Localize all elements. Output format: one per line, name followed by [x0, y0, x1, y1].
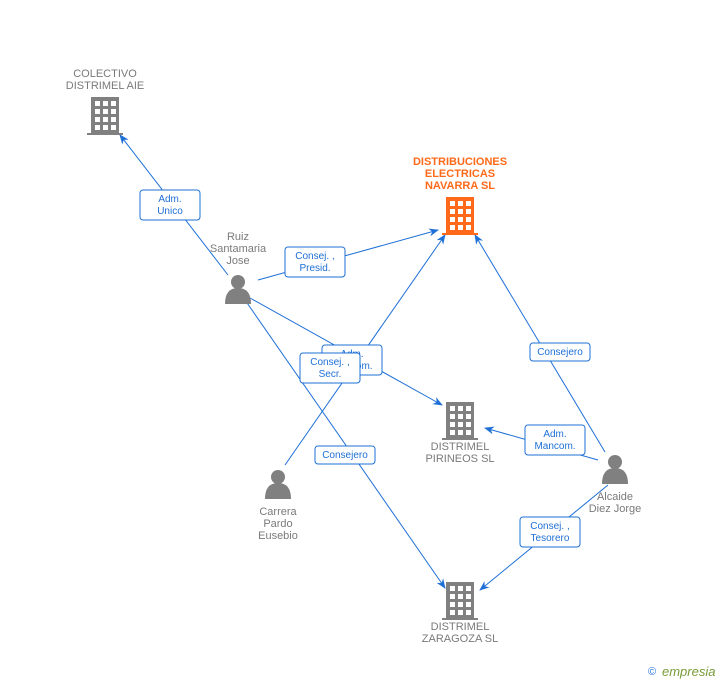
edge-label-text: Unico — [157, 206, 183, 217]
watermark-text: empresia — [662, 664, 715, 679]
node-label-colectivo: COLECTIVO — [73, 68, 137, 80]
edge-label-text: Adm. — [158, 194, 181, 205]
node-label-carrera: Carrera — [259, 506, 297, 518]
node-label-colectivo: DISTRIMEL AIE — [66, 80, 144, 92]
node-label-ruiz: Santamaria — [210, 243, 267, 255]
node-label-zaragoza: ZARAGOZA SL — [422, 633, 498, 645]
node-ruiz[interactable] — [225, 275, 251, 304]
node-label-carrera: Pardo — [263, 518, 292, 530]
node-pirineos[interactable] — [442, 402, 478, 440]
edge-label-text: Secr. — [319, 369, 342, 380]
node-label-zaragoza: DISTRIMEL — [431, 621, 490, 633]
node-den[interactable] — [442, 197, 478, 235]
edge-label-text: Adm. — [543, 429, 566, 440]
node-label-pirineos: DISTRIMEL — [431, 441, 490, 453]
edge-label-text: Consej. , — [530, 521, 569, 532]
node-label-den: DISTRIBUCIONES — [413, 156, 507, 168]
node-label-alcaide: Alcaide — [597, 491, 633, 503]
edge-label-text: Mancom. — [534, 441, 575, 452]
edge-label-text: Tesorero — [531, 533, 570, 544]
node-label-ruiz: Jose — [226, 255, 249, 267]
edge-ruiz-zaragoza — [245, 300, 445, 588]
edge-label-text: Consej. , — [310, 357, 349, 368]
node-label-alcaide: Diez Jorge — [589, 503, 642, 515]
edge-label-text: Presid. — [299, 263, 330, 274]
node-label-ruiz: Ruiz — [227, 231, 249, 243]
relationship-diagram: Adm.UnicoConsej. ,Presid.Adm.Mancom.Cons… — [0, 0, 728, 685]
copyright-symbol: © — [648, 666, 656, 678]
node-label-pirineos: PIRINEOS SL — [425, 453, 494, 465]
node-label-den: ELECTRICAS — [425, 168, 495, 180]
edge-label-text: Consejero — [322, 450, 368, 461]
node-carrera[interactable] — [265, 470, 291, 499]
edge-label-text: Consejero — [537, 347, 583, 358]
node-alcaide[interactable] — [602, 455, 628, 484]
edge-label-text: Consej. , — [295, 251, 334, 262]
node-zaragoza[interactable] — [442, 582, 478, 620]
watermark: © empresia — [648, 664, 715, 679]
node-label-den: NAVARRA SL — [425, 180, 495, 192]
node-colectivo[interactable] — [87, 97, 123, 135]
node-label-carrera: Eusebio — [258, 530, 298, 542]
